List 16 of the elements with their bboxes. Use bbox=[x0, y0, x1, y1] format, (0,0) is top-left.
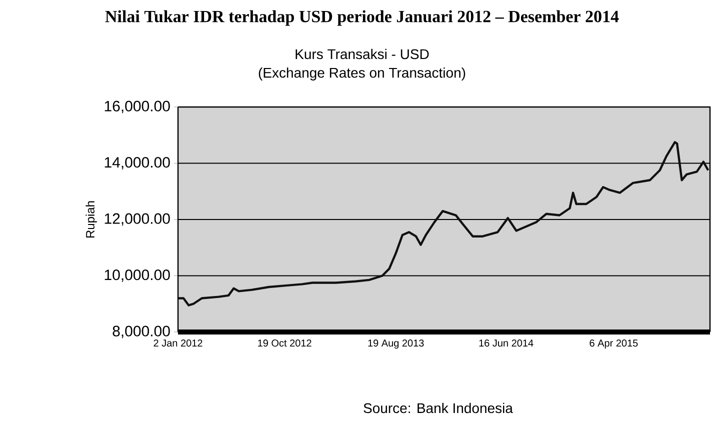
y-tick-label: 16,000.00 bbox=[104, 100, 170, 114]
x-tick-label: 6 Apr 2015 bbox=[590, 340, 638, 349]
x-tick-label: 2 Jan 2012 bbox=[154, 340, 202, 347]
x-tick-label: 19 Oct 2012 bbox=[258, 340, 312, 347]
x-tick-label: 19 Aug 2013 bbox=[368, 340, 424, 349]
line-series bbox=[177, 141, 710, 306]
chart-subtitle: Kurs Transaksi - USD bbox=[296, 48, 429, 60]
y-tick-label: 14,000.00 bbox=[104, 157, 170, 170]
y-axis-title: Rupiah bbox=[86, 201, 97, 238]
source-note: Source: Bank Indonesia bbox=[364, 402, 513, 414]
y-tick-label: 10,000.00 bbox=[104, 270, 170, 282]
text: (Exchange Rates on Transaction) bbox=[258, 67, 466, 81]
y-tick-label: 8,000.00 bbox=[112, 326, 170, 338]
chart-title: Nilai Tukar IDR terhadap USD periode Januari 2012 – Desember 2014 bbox=[105, 10, 619, 26]
y-tick-label: 12,000.00 bbox=[104, 213, 170, 226]
x-tick-label: 16 Jun 2014 bbox=[479, 340, 534, 347]
